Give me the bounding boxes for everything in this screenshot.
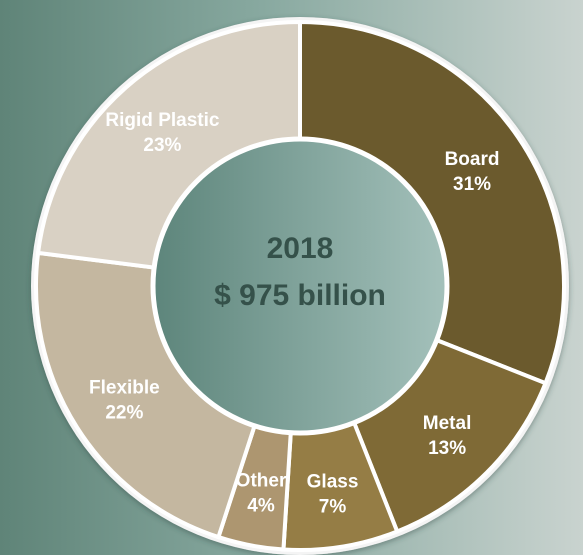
- slice-value-flexible: 22%: [105, 402, 143, 423]
- slice-label-board: Board: [445, 149, 500, 170]
- center-disc: [150, 136, 450, 436]
- slice-value-metal: 13%: [428, 438, 466, 459]
- slice-label-rigid-plastic: Rigid Plastic: [105, 110, 219, 131]
- center-total: $ 975 billion: [214, 279, 386, 312]
- slice-label-metal: Metal: [423, 413, 472, 434]
- center-year: 2018: [267, 232, 334, 265]
- labels-group: Board 31% Metal 13% Glass 7% Other 4% Flexible 22…: [89, 110, 499, 517]
- slice-value-glass: 7%: [319, 496, 347, 517]
- slice-label-glass: Glass: [307, 471, 359, 492]
- slice-value-board: 31%: [453, 174, 491, 195]
- slice-value-other: 4%: [247, 495, 275, 516]
- slice-value-rigid-plastic: 23%: [143, 135, 181, 156]
- slice-label-other: Other: [236, 470, 287, 491]
- slice-label-flexible: Flexible: [89, 377, 160, 398]
